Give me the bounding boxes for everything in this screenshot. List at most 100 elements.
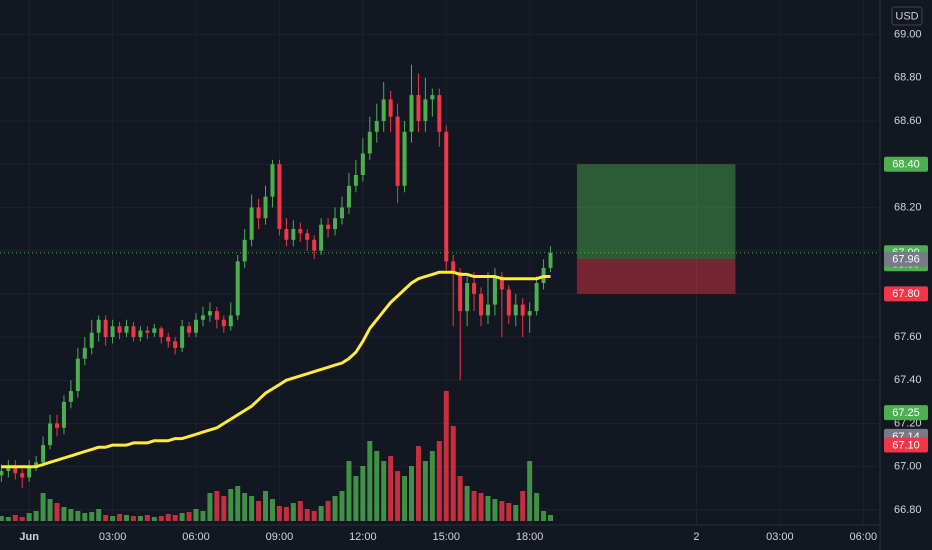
candle-body (520, 304, 525, 316)
volume-bar (409, 466, 415, 521)
candle-body (207, 311, 212, 316)
candle-body (367, 131, 372, 154)
candle-body (34, 462, 39, 467)
candle-body (451, 261, 456, 273)
volume-bar (367, 441, 373, 521)
volume-bar (325, 501, 331, 521)
x-tick-label: 06:00 (850, 531, 878, 543)
volume-bar (214, 491, 220, 521)
candle-body (214, 311, 219, 320)
volume-bar (130, 516, 136, 521)
y-tick-label: 68.20 (894, 201, 922, 213)
volume-bar (311, 511, 317, 521)
volume-bar (388, 456, 394, 521)
volume-bar (228, 489, 234, 521)
target-zone (576, 164, 736, 260)
volume-bar (318, 506, 324, 521)
candle-body (221, 319, 226, 327)
price-badge-label: 67.80 (892, 288, 920, 300)
y-tick-label: 69.00 (894, 28, 922, 40)
volume-bar (520, 491, 526, 521)
moving-average (1, 270, 551, 469)
candle-body (249, 207, 254, 240)
candle-body (75, 358, 80, 392)
volume-bar (82, 513, 88, 521)
volume-bar (478, 493, 484, 521)
volume-bar (61, 507, 67, 521)
candle-body (200, 315, 205, 320)
volume-bar (193, 509, 199, 521)
candle-body (27, 466, 32, 478)
price-badge (884, 286, 928, 302)
candle-body (82, 347, 87, 359)
candle-body (374, 120, 379, 132)
candle-body (499, 276, 504, 290)
y-tick-label: 67.20 (894, 417, 922, 429)
candle-body (180, 326, 185, 348)
volume-bar (54, 503, 60, 521)
candle-body (54, 423, 59, 428)
volume-bar (235, 486, 241, 521)
candle-body (284, 229, 289, 240)
volume-bar (332, 496, 338, 521)
volume-bar (485, 496, 491, 521)
volume-bar (144, 515, 150, 521)
candle-body (6, 466, 11, 471)
candle-body (263, 196, 268, 219)
x-tick-label: 06:00 (182, 531, 210, 543)
candle-body (298, 229, 303, 234)
volume-bar (242, 493, 248, 521)
volume-bar (172, 515, 178, 521)
volume-bar (117, 514, 123, 521)
volume-bar (360, 466, 366, 521)
volume-bar (339, 491, 345, 521)
candle-body (235, 261, 240, 316)
candle-body (312, 239, 317, 251)
volume-bar (276, 506, 282, 521)
candle-body (513, 304, 518, 316)
y-tick-label: 68.60 (894, 115, 922, 127)
volume-bar (283, 507, 289, 521)
volume-bar (457, 476, 463, 521)
x-tick-label: 18:00 (516, 531, 544, 543)
candle-body (13, 466, 18, 474)
volume-bar (415, 446, 421, 521)
candle-body (20, 473, 25, 478)
price-badge-label: 67.10 (892, 439, 920, 451)
x-tick-label: 09:00 (266, 531, 294, 543)
candle-body (326, 224, 331, 230)
candle-body (423, 99, 428, 121)
volume-bar (527, 461, 533, 521)
candle-body (465, 283, 470, 312)
volume-bar (269, 499, 275, 521)
candle-body (479, 293, 484, 316)
candle-body (416, 95, 421, 121)
candle-body (534, 283, 539, 312)
volume-bar (429, 451, 435, 521)
x-tick-label: 03:00 (766, 531, 794, 543)
currency-label: USD (895, 10, 918, 22)
candle-body (131, 326, 136, 338)
candle-body (277, 164, 282, 230)
candle-body (472, 283, 477, 294)
candle-body (41, 445, 46, 463)
candle-body (444, 131, 449, 262)
volume-bar (207, 493, 213, 521)
candle-body (194, 319, 199, 333)
candle-body (360, 153, 365, 175)
y-tick-label: 67.40 (894, 374, 922, 386)
volume-bar (534, 493, 540, 521)
volume-bar (124, 515, 130, 521)
candle-body (270, 164, 275, 197)
candle-body (291, 229, 296, 240)
volume-bar (12, 515, 18, 521)
volume-bar (541, 511, 547, 521)
volume-bar (402, 476, 408, 521)
volume-bar (5, 517, 11, 521)
volume-bar (353, 476, 359, 521)
x-tick-label: 03:00 (99, 531, 127, 543)
price-badge (884, 251, 928, 267)
volume-bar (436, 441, 442, 521)
volume-bar (256, 501, 262, 521)
